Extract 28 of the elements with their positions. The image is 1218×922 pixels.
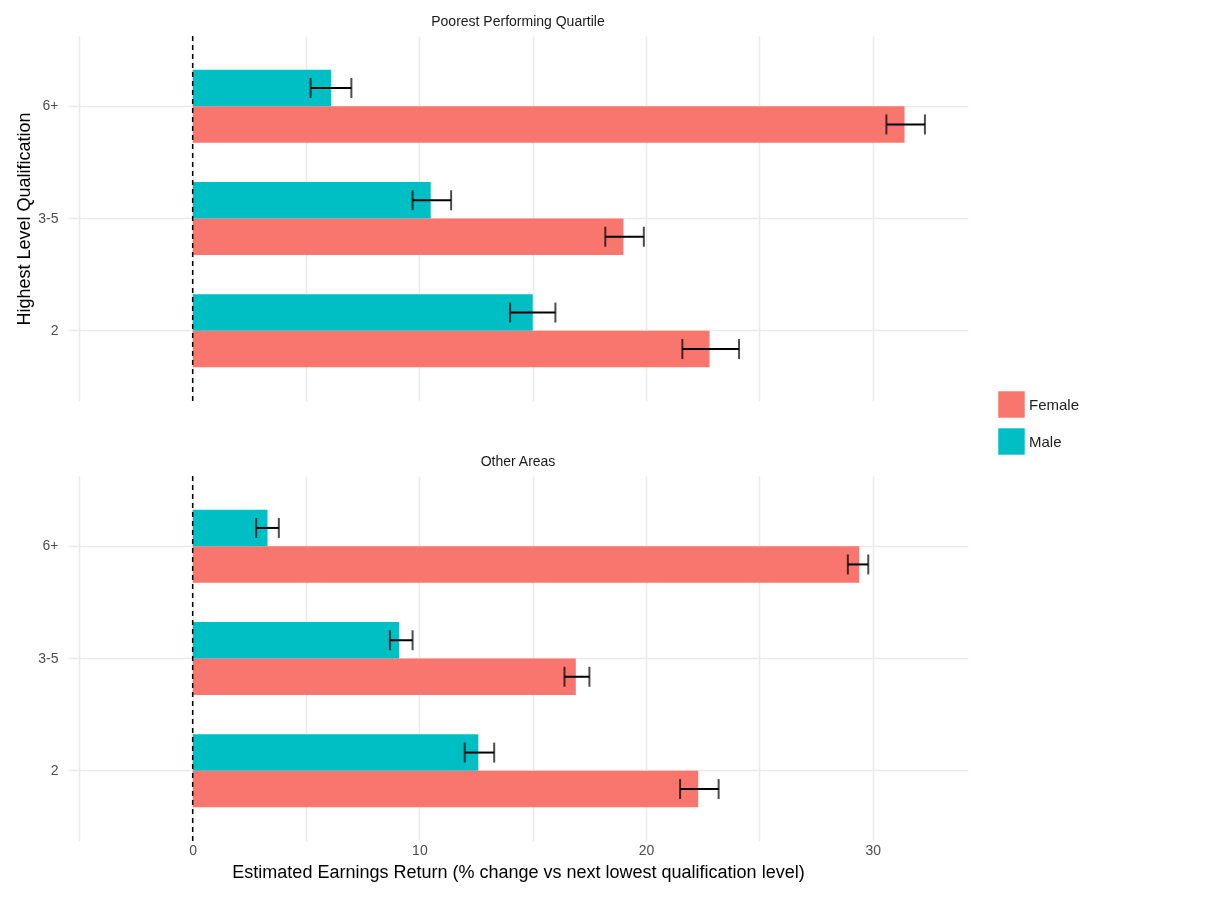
y-tick-label: 6+ [42,97,59,114]
bar [192,546,860,583]
y-tick-label: 6+ [42,537,59,554]
y-tick-label: 3-5 [38,649,59,666]
bar [192,734,479,771]
bar [192,182,431,219]
bar [192,106,905,143]
y-tick-label: 2 [50,761,59,778]
bar [192,770,699,808]
x-tick-label: 0 [189,841,198,858]
bar [192,622,399,659]
chart-title: Poorest Performing Quartile [431,13,605,30]
x-tick-label: 20 [638,841,655,858]
bar [192,294,533,331]
bar [192,658,576,695]
bar [192,69,331,107]
x-tick-label: 30 [865,841,882,858]
y-tick-label: 2 [50,321,59,338]
legend-label: Female [1029,395,1080,413]
legend-label: Male [1029,432,1062,450]
x-tick-label: 10 [412,841,428,858]
bar [192,218,624,255]
bar [192,330,710,368]
bar [192,509,268,547]
y-axis-title: Highest Level Qualification [14,112,35,326]
chart-title: Other Areas [480,453,556,470]
x-axis-title: Estimated Earnings Return (% change vs next lowest qualification level) [232,861,805,882]
y-tick-label: 3-5 [38,209,59,226]
